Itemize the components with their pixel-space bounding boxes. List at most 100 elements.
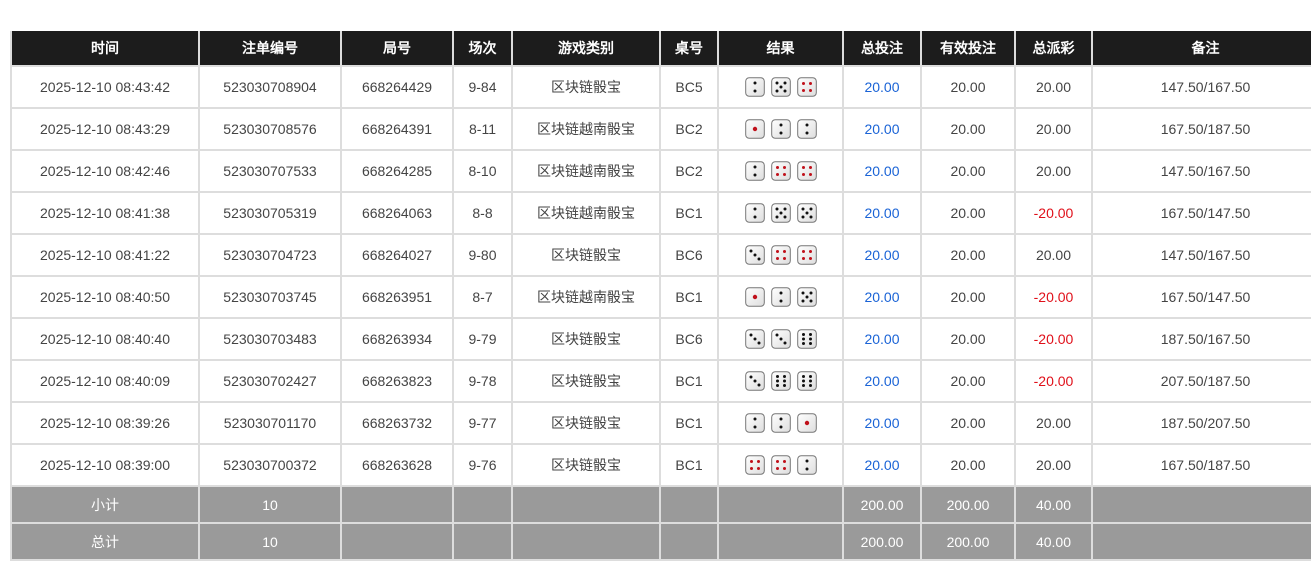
- game-type-cell: 区块链越南骰宝: [511, 149, 661, 193]
- session-cell: 9-78: [452, 359, 513, 403]
- payout-cell: 20.00: [1014, 149, 1093, 193]
- total-bet-link[interactable]: 20.00: [842, 317, 922, 361]
- note-cell: 167.50/147.50: [1091, 275, 1311, 319]
- die-2-icon: [744, 77, 765, 97]
- total-bet-link[interactable]: 20.00: [842, 65, 922, 109]
- round-cell: 668264063: [340, 191, 454, 235]
- subtotal-total-bet: 200.00: [842, 485, 922, 524]
- die-4-icon: [770, 161, 791, 181]
- round-cell: 668264391: [340, 107, 454, 151]
- payout-cell: -20.00: [1014, 359, 1093, 403]
- round-cell: 668263628: [340, 443, 454, 487]
- die-2-icon: [796, 455, 817, 475]
- die-3-icon: [744, 329, 765, 349]
- total-bet-link[interactable]: 20.00: [842, 107, 922, 151]
- payout-cell: 20.00: [1014, 233, 1093, 277]
- valid-bet-cell: 20.00: [920, 401, 1016, 445]
- table-row: 2025-12-10 08:43:42 523030708904 6682644…: [10, 65, 1311, 109]
- table-cell: BC5: [659, 65, 719, 109]
- session-cell: 8-10: [452, 149, 513, 193]
- die-6-icon: [770, 371, 791, 391]
- game-type-cell: 区块链骰宝: [511, 359, 661, 403]
- round-cell: 668264285: [340, 149, 454, 193]
- bet-id-cell: 523030701170: [198, 401, 342, 445]
- session-cell: 9-79: [452, 317, 513, 361]
- result-cell: [717, 65, 844, 109]
- die-5-icon: [770, 203, 791, 223]
- die-1-icon: [744, 287, 765, 307]
- total-label: 总计: [10, 522, 200, 561]
- note-cell: 147.50/167.50: [1091, 149, 1311, 193]
- die-2-icon: [770, 119, 791, 139]
- subtotal-payout: 40.00: [1014, 485, 1093, 524]
- game-type-cell: 区块链骰宝: [511, 401, 661, 445]
- result-cell: [717, 149, 844, 193]
- result-cell: [717, 191, 844, 235]
- payout-cell: -20.00: [1014, 275, 1093, 319]
- column-header: 总派彩: [1014, 31, 1093, 67]
- session-cell: 8-8: [452, 191, 513, 235]
- time-cell: 2025-12-10 08:39:00: [10, 443, 200, 487]
- note-cell: 167.50/187.50: [1091, 443, 1311, 487]
- total-bet-link[interactable]: 20.00: [842, 233, 922, 277]
- column-header: 备注: [1091, 31, 1311, 67]
- bet-id-cell: 523030700372: [198, 443, 342, 487]
- die-2-icon: [770, 287, 791, 307]
- die-6-icon: [796, 329, 817, 349]
- table-row: 2025-12-10 08:39:00 523030700372 6682636…: [10, 443, 1311, 487]
- game-type-cell: 区块链越南骰宝: [511, 107, 661, 151]
- die-2-icon: [744, 161, 765, 181]
- session-cell: 8-11: [452, 107, 513, 151]
- note-cell: 207.50/187.50: [1091, 359, 1311, 403]
- total-row: 总计 10 200.00 200.00 40.00: [10, 522, 1311, 561]
- payout-cell: 20.00: [1014, 401, 1093, 445]
- table-cell: BC6: [659, 317, 719, 361]
- die-4-icon: [796, 77, 817, 97]
- die-2-icon: [744, 413, 765, 433]
- die-5-icon: [796, 203, 817, 223]
- table-row: 2025-12-10 08:40:09 523030702427 6682638…: [10, 359, 1311, 403]
- subtotal-row: 小计 10 200.00 200.00 40.00: [10, 485, 1311, 524]
- note-cell: 187.50/167.50: [1091, 317, 1311, 361]
- time-cell: 2025-12-10 08:40:50: [10, 275, 200, 319]
- total-bet-link[interactable]: 20.00: [842, 149, 922, 193]
- total-bet-link[interactable]: 20.00: [842, 275, 922, 319]
- die-3-icon: [770, 329, 791, 349]
- column-header: 有效投注: [920, 31, 1016, 67]
- total-valid-bet: 200.00: [920, 522, 1016, 561]
- table-cell: BC1: [659, 359, 719, 403]
- total-bet-link[interactable]: 20.00: [842, 359, 922, 403]
- bet-id-cell: 523030703483: [198, 317, 342, 361]
- die-1-icon: [796, 413, 817, 433]
- bet-history-table: 时间 注单编号 局号 场次 游戏类别 桌号 结果 总投注 有效投注 总派彩 备注 2025-12-1…: [10, 31, 1311, 561]
- note-cell: 187.50/207.50: [1091, 401, 1311, 445]
- table-row: 2025-12-10 08:40:40 523030703483 6682639…: [10, 317, 1311, 361]
- column-header: 桌号: [659, 31, 719, 67]
- valid-bet-cell: 20.00: [920, 359, 1016, 403]
- payout-cell: -20.00: [1014, 191, 1093, 235]
- column-header: 游戏类别: [511, 31, 661, 67]
- valid-bet-cell: 20.00: [920, 65, 1016, 109]
- total-bet-link[interactable]: 20.00: [842, 191, 922, 235]
- payout-cell: 20.00: [1014, 443, 1093, 487]
- valid-bet-cell: 20.00: [920, 233, 1016, 277]
- total-bet-link[interactable]: 20.00: [842, 401, 922, 445]
- round-cell: 668263732: [340, 401, 454, 445]
- column-header: 总投注: [842, 31, 922, 67]
- table-row: 2025-12-10 08:43:29 523030708576 6682643…: [10, 107, 1311, 151]
- bet-id-cell: 523030707533: [198, 149, 342, 193]
- column-header: 注单编号: [198, 31, 342, 67]
- result-cell: [717, 401, 844, 445]
- table-cell: BC6: [659, 233, 719, 277]
- valid-bet-cell: 20.00: [920, 191, 1016, 235]
- session-cell: 8-7: [452, 275, 513, 319]
- bet-id-cell: 523030703745: [198, 275, 342, 319]
- total-bet-link[interactable]: 20.00: [842, 443, 922, 487]
- time-cell: 2025-12-10 08:43:29: [10, 107, 200, 151]
- valid-bet-cell: 20.00: [920, 317, 1016, 361]
- game-type-cell: 区块链骰宝: [511, 233, 661, 277]
- session-cell: 9-77: [452, 401, 513, 445]
- time-cell: 2025-12-10 08:39:26: [10, 401, 200, 445]
- round-cell: 668264027: [340, 233, 454, 277]
- time-cell: 2025-12-10 08:40:40: [10, 317, 200, 361]
